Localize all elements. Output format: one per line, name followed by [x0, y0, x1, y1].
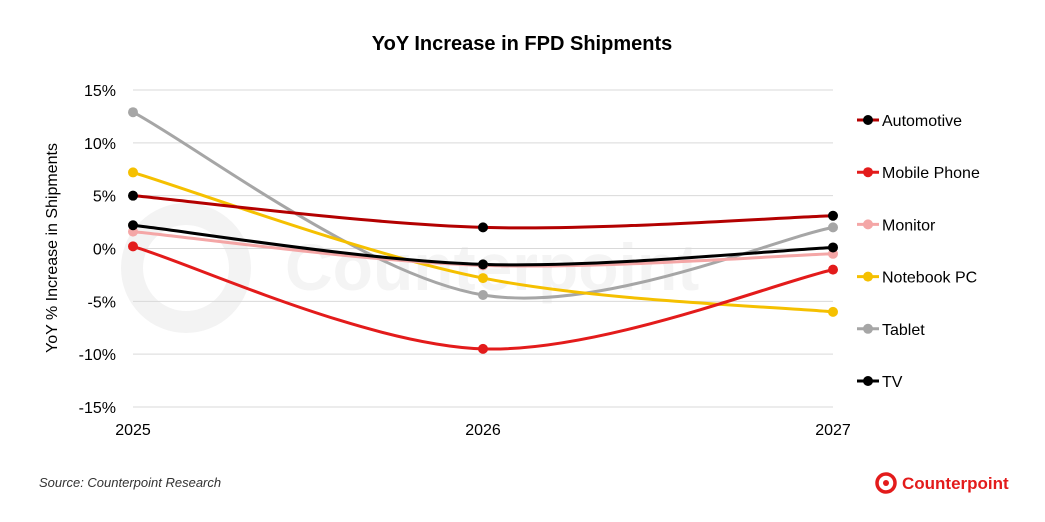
legend-swatch-marker: [863, 219, 873, 230]
series-markers: [128, 107, 838, 354]
legend-item-tv: TV: [857, 374, 903, 391]
y-tick-label: 15%: [84, 83, 116, 100]
y-tick-label: 10%: [84, 136, 116, 153]
legend-label: Automotive: [882, 113, 962, 130]
data-point-tv: [128, 220, 138, 231]
legend-swatch-marker: [863, 376, 873, 386]
legend-item-mobile-phone: Mobile Phone: [857, 165, 980, 182]
y-tick-label: 0%: [93, 242, 116, 259]
y-tick-label: 5%: [93, 189, 116, 206]
x-tick-label: 2026: [465, 422, 501, 439]
legend-label: Mobile Phone: [882, 165, 980, 182]
legend-swatch-marker: [863, 167, 873, 178]
data-point-mobile-phone: [128, 241, 138, 252]
legend-swatch-marker: [863, 115, 873, 125]
legend-item-notebook-pc: Notebook PC: [857, 270, 977, 287]
legend-label: Monitor: [882, 217, 936, 234]
data-point-tablet: [478, 289, 488, 300]
data-point-mobile-phone: [828, 264, 838, 275]
y-axis-label: YoY % Increase in Shipments: [44, 143, 61, 353]
x-tick-label: 2025: [115, 422, 151, 439]
legend-swatch-marker: [863, 323, 873, 334]
y-tick-labels: 15% 10% 5% 0% -5% -10% -15%: [79, 83, 116, 417]
watermark: Counterpoint: [121, 203, 699, 333]
data-point-automotive: [128, 190, 138, 201]
x-tick-labels: 2025 2026 2027: [115, 422, 851, 439]
data-point-automotive: [828, 210, 838, 221]
data-point-tv: [828, 242, 838, 253]
legend-label: Tablet: [882, 322, 925, 339]
legend-item-tablet: Tablet: [857, 322, 925, 339]
data-point-mobile-phone: [478, 343, 488, 354]
legend-label: Notebook PC: [882, 270, 977, 287]
legend-swatch-marker: [863, 271, 873, 282]
gridlines: [133, 89, 833, 408]
data-point-notebook-pc: [128, 167, 138, 178]
data-point-automotive: [478, 222, 488, 233]
legend-label: TV: [882, 374, 903, 391]
legend: Automotive Mobile Phone Monitor Notebook PC…: [857, 113, 980, 391]
data-point-tv: [478, 259, 488, 270]
brand-name: Counterpoint: [902, 474, 1009, 493]
y-tick-label: -10%: [79, 347, 116, 364]
legend-item-automotive: Automotive: [857, 113, 962, 130]
source-note: Source: Counterpoint Research: [39, 475, 221, 490]
chart-title: YoY Increase in FPD Shipments: [372, 33, 672, 55]
data-point-notebook-pc: [478, 273, 488, 284]
y-tick-label: -5%: [88, 294, 116, 311]
counterpoint-logo-icon: [875, 472, 897, 494]
data-point-tablet: [128, 107, 138, 118]
y-tick-label: -15%: [79, 400, 116, 417]
data-point-notebook-pc: [828, 306, 838, 317]
x-tick-label: 2027: [815, 422, 851, 439]
brand-logo: Counterpoint: [875, 472, 1009, 494]
legend-item-monitor: Monitor: [857, 217, 936, 234]
data-point-tablet: [828, 222, 838, 233]
